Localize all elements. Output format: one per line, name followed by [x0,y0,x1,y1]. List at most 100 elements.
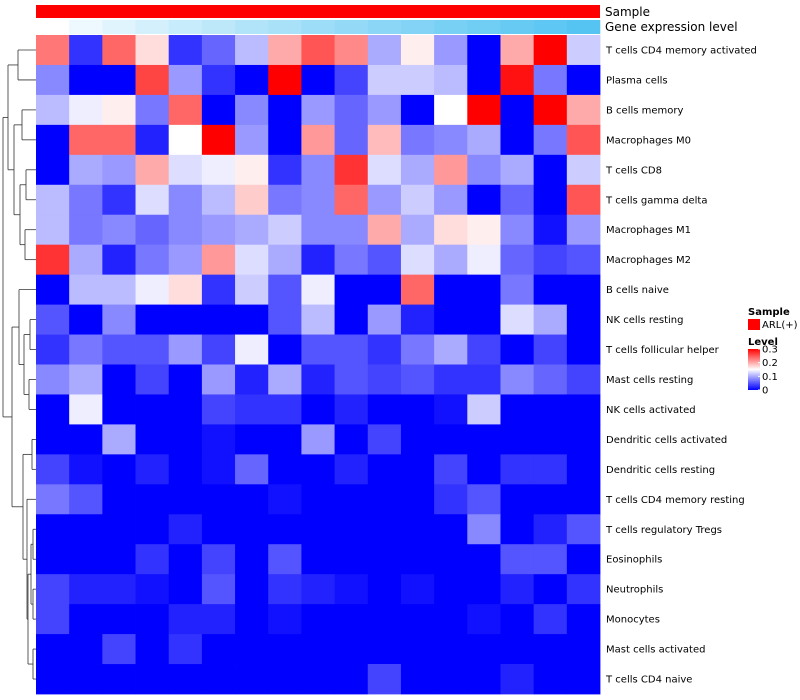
sample-annotation-label: Sample [605,5,650,19]
heatmap-cell [168,664,203,695]
gene-expression-annotation-cell [135,20,170,34]
heatmap-cell [235,574,269,605]
heatmap-cell [102,484,136,515]
heatmap-cell [334,364,369,395]
heatmap-cell [367,664,402,695]
heatmap-cell [500,64,535,96]
heatmap-cell [102,304,136,335]
heatmap-cell [533,424,568,455]
heatmap-cell [467,634,501,665]
heatmap-cell [467,214,501,246]
heatmap-cell [301,94,335,126]
heatmap-cell [467,64,501,96]
heatmap-cell [400,664,435,695]
heatmap-cell [268,214,302,246]
gene-expression-annotation-cell [201,20,236,34]
heatmap-cell [168,184,203,216]
heatmap-cell [500,214,535,246]
heatmap-cell [334,94,369,126]
heatmap-cell [566,364,601,395]
sample-annotation-bar [36,5,600,18]
heatmap-cell [334,35,369,66]
heatmap-cell [36,484,70,515]
heatmap-cell [102,244,136,276]
row-label: Dendritic cells resting [606,465,715,476]
heatmap-cell [36,544,70,575]
heatmap-cell [168,274,203,305]
row-label: T cells CD4 naive [605,675,692,686]
heatmap-cell [533,604,568,635]
heatmap-cell [467,124,501,156]
heatmap-cell [135,214,170,246]
heatmap-cell [500,514,535,545]
heatmap-cell [400,244,435,276]
heatmap-cell [400,514,435,545]
heatmap-cell [235,304,269,335]
heatmap-cell [334,214,369,246]
heatmap-cell [102,94,136,126]
heatmap-cell [367,94,402,126]
heatmap-cell [201,544,236,575]
heatmap-cell [367,634,402,665]
heatmap-cell [500,184,535,216]
heatmap-cell [201,424,236,455]
heatmap-cell [400,274,435,305]
heatmap-cell [102,454,136,485]
heatmap-cell [268,154,302,186]
heatmap-cell [566,64,601,96]
heatmap-cell [367,304,402,335]
heatmap-cell [235,184,269,216]
heatmap-cell [334,64,369,96]
heatmap-cell [268,454,302,485]
heatmap-cell [69,334,103,365]
heatmap-cell [268,544,302,575]
heatmap-cell [69,454,103,485]
heatmap-cell [334,244,369,276]
heatmap-cell [36,304,70,335]
heatmap-cell [467,424,501,455]
heatmap-cell [533,184,568,216]
row-label: T cells gamma delta [605,195,707,206]
heatmap-cell [533,35,568,66]
heatmap-cell [334,154,369,186]
heatmap-cell [69,484,103,515]
heatmap-cell [334,184,369,216]
heatmap-cell [168,214,203,246]
heatmap-cell [168,604,203,635]
heatmap-cell [533,64,568,96]
heatmap-cell [566,274,601,305]
heatmap-cell [168,124,203,156]
heatmap-cell [36,424,70,455]
heatmap-cell [201,244,236,276]
heatmap-cell [102,394,136,425]
heatmap-cell [301,214,335,246]
heatmap-cell [467,544,501,575]
heatmap-cell [102,124,136,156]
heatmap-cell [201,394,236,425]
heatmap-cell [566,514,601,545]
heatmap-cell [301,394,335,425]
heatmap-cell [268,514,302,545]
heatmap-cell [168,424,203,455]
heatmap-cell [168,544,203,575]
heatmap-cell [36,94,70,126]
heatmap-cell [102,634,136,665]
heatmap-cell [301,604,335,635]
heatmap-cell [566,244,601,276]
heatmap-cell [301,124,335,156]
heatmap-cell [566,334,601,365]
heatmap-cell [500,454,535,485]
heatmap-cell [367,154,402,186]
heatmap-cell [168,304,203,335]
heatmap-cell [367,394,402,425]
heatmap-cell [434,64,468,96]
heatmap-cell [500,424,535,455]
heatmap-cell [69,664,103,695]
heatmap-cell [301,634,335,665]
heatmap-cell [102,334,136,365]
heatmap-cell [533,154,568,186]
heatmap-cell [102,424,136,455]
heatmap-cell [268,634,302,665]
heatmap-cell [400,424,435,455]
heatmap-cell [367,574,402,605]
